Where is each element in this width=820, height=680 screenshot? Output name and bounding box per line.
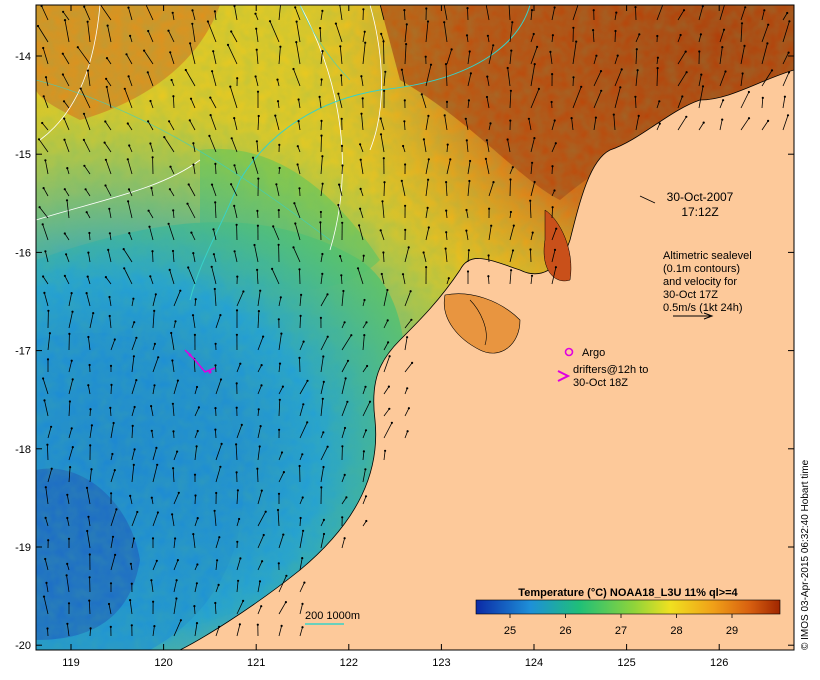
- lon-tick-label: 119: [62, 657, 80, 669]
- colorbar-title: Temperature (°C) NOAA18_L3U 11% ql>=4: [518, 587, 738, 599]
- lat-tick-label: -16: [15, 247, 31, 259]
- altimetry-line-2: (0.1m contours): [663, 263, 740, 275]
- lat-tick-label: -18: [15, 444, 31, 456]
- lon-tick-label: 125: [617, 657, 635, 669]
- credit-text: © IMOS 03-Apr-2015 06:32:40 Hobart time: [800, 459, 811, 650]
- colorbar-ramp: [475, 599, 781, 615]
- altimetry-line-5: 0.5m/s (1kt 24h): [663, 302, 742, 314]
- drifters-legend: drifters@12h to 30-Oct 18Z: [557, 364, 648, 389]
- drifter-arrow-icon: [557, 370, 571, 382]
- lat-tick-label: -14: [15, 51, 31, 63]
- colorbar-tick-label: 26: [559, 625, 571, 637]
- colorbar-tick-label: 25: [504, 625, 516, 637]
- altimetry-line-3: and velocity for: [663, 276, 737, 288]
- argo-marker-icon: [564, 347, 574, 357]
- plot-frame: [35, 4, 795, 651]
- lon-tick-label: 121: [247, 657, 265, 669]
- sst-field: [36, 5, 794, 650]
- colorbar-tick-label: 28: [670, 625, 682, 637]
- drifters-line-1: drifters@12h to: [573, 364, 648, 376]
- map-date: 30-Oct-2007: [667, 190, 734, 204]
- drifters-line-2: 30-Oct 18Z: [573, 377, 628, 389]
- lat-tick-label: -17: [15, 346, 31, 358]
- colorbar: Temperature (°C) NOAA18_L3U 11% ql>=4 25…: [475, 587, 781, 637]
- isobath-label: 200 1000m: [305, 610, 360, 622]
- lat-tick-label: -15: [15, 149, 31, 161]
- land-kimberley-pilbara: [179, 69, 794, 650]
- argo-legend: Argo: [564, 347, 605, 359]
- isobath-200m: [189, 5, 531, 301]
- lat-tick-label: -20: [15, 640, 31, 652]
- isobath-legend: 200 1000m: [305, 610, 360, 625]
- lon-tick-label: 126: [710, 657, 728, 669]
- colorbar-tick-label: 27: [615, 625, 627, 637]
- lon-tick-label: 120: [154, 657, 172, 669]
- colorbar-ticks: 25 26 27 28 29: [504, 614, 738, 637]
- argo-label: Argo: [582, 347, 605, 359]
- timestamp-annotation: 30-Oct-2007 17:12Z: [639, 190, 734, 219]
- lat-tick-label: -19: [15, 542, 31, 554]
- velocity-vectors: [36, 5, 791, 637]
- map-time: 17:12Z: [681, 205, 718, 219]
- lon-tick-label: 123: [432, 657, 450, 669]
- axis-ticks: 119 120 121 122 123 124 125 126 -14 -15 -16 -17 -18 -…: [15, 5, 794, 669]
- lon-tick-label: 122: [340, 657, 358, 669]
- altimetry-line-1: Altimetric sealevel: [663, 250, 752, 262]
- altimetry-line-4: 30-Oct 17Z: [663, 289, 718, 301]
- lon-tick-label: 124: [525, 657, 543, 669]
- altimetry-note: Altimetric sealevel (0.1m contours) and …: [663, 250, 752, 320]
- colorbar-tick-label: 29: [726, 625, 738, 637]
- drifter-tracks: [184, 349, 216, 374]
